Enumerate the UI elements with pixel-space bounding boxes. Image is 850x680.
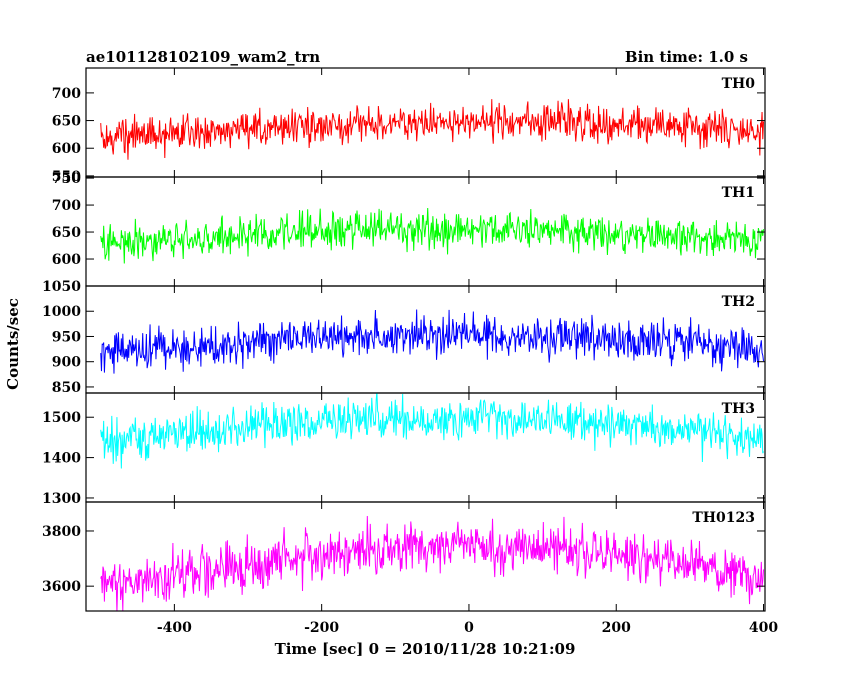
x-axis-title: Time [sec] 0 = 2010/11/28 10:21:09 (275, 640, 576, 658)
series-line-th3 (100, 393, 764, 469)
y-tick-label: 700 (52, 86, 81, 102)
x-tick-label: 0 (464, 620, 474, 636)
panel-label: TH0 (722, 76, 756, 92)
panel-frame (85, 392, 766, 503)
y-tick-label: 650 (52, 114, 81, 130)
panel-th0: 550 600 650 700 TH0 (52, 67, 766, 185)
panel-label: TH0123 (692, 510, 755, 526)
series-line-th0123 (100, 516, 765, 611)
panel-label: TH1 (722, 185, 755, 201)
y-tick-label: 1400 (42, 451, 81, 467)
series-line-th0 (100, 99, 765, 160)
panel-label: TH2 (722, 294, 755, 310)
figure-title: ae101128102109_wam2_trn (86, 48, 320, 66)
y-axis-title: Counts/sec (4, 298, 22, 390)
x-tick-label: -400 (157, 620, 192, 636)
y-tick-label: 1500 (42, 410, 81, 426)
panel-th1: 600 650 700 750 TH1 (52, 171, 766, 287)
panel-frame (85, 501, 766, 612)
x-tick-label: 400 (749, 620, 778, 636)
y-tick-label: 700 (52, 198, 81, 214)
x-tick-label: -200 (304, 620, 339, 636)
y-tick-label: 600 (52, 252, 81, 268)
y-tick-label: 600 (52, 141, 81, 157)
series-line-th2 (100, 309, 765, 374)
series-line-th1 (100, 208, 765, 264)
y-tick-label: 850 (52, 380, 81, 396)
panel-th0123: 3600 3800 TH0123 (42, 501, 766, 612)
bin-time-label: Bin time: 1.0 s (625, 48, 748, 66)
panel-th3: 1300 1400 1500 TH3 (42, 392, 766, 507)
y-tick-label: 950 (52, 329, 81, 345)
y-tick-label: 650 (52, 225, 81, 241)
panels-group: 550 600 650 700 TH0 600 650 700 750 TH1 850 900 950 1… (42, 67, 778, 636)
panel-th2: 850 900 950 1000 1050 TH2 (42, 279, 766, 396)
y-tick-label: 1300 (42, 491, 81, 507)
y-tick-label: 3800 (42, 524, 81, 540)
x-tick-label: 200 (602, 620, 631, 636)
y-tick-label: 900 (52, 355, 81, 371)
y-tick-label: 550 (52, 169, 81, 185)
panel-label: TH3 (722, 401, 755, 417)
y-tick-label: 1000 (42, 304, 81, 320)
y-tick-label: 1050 (42, 279, 81, 295)
y-tick-label: 3600 (42, 579, 81, 595)
y-tick-label: 750 (52, 171, 81, 187)
